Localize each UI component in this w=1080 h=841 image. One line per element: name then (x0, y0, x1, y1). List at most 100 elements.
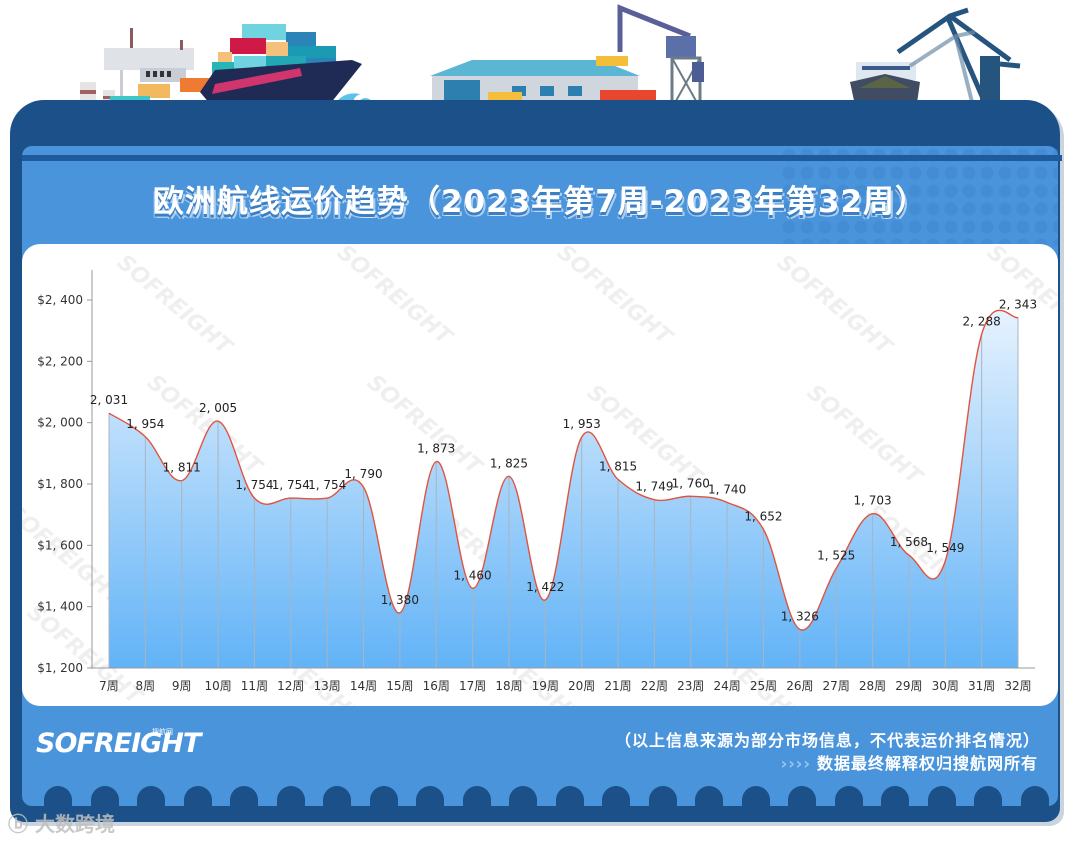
y-tick-label: $2, 200 (37, 354, 83, 368)
y-tick-label: $2, 000 (37, 416, 83, 430)
freight-rate-area-chart: SOFREIGHT SOFREIGHT SOFREIGHT SOFREIGHT SOFR… (22, 244, 1058, 706)
watermark: SOFREIGHT (332, 244, 458, 351)
chart-axes (87, 270, 1035, 669)
x-tick-label: 28周 (859, 679, 886, 693)
edge-bump (230, 786, 258, 808)
edge-bump (602, 786, 630, 808)
data-label: 1, 790 (344, 467, 382, 481)
data-label: 1, 815 (599, 459, 637, 473)
x-tick-label: 13周 (314, 679, 341, 693)
x-tick-label: 20周 (568, 679, 595, 693)
x-tick-label: 19周 (532, 679, 559, 693)
y-tick-label: $1, 200 (37, 661, 83, 675)
dot-pattern (780, 146, 1058, 246)
source-watermark: ⓑ 大数跨境 (8, 812, 115, 836)
edge-bump (369, 786, 398, 808)
edge-bump (834, 786, 863, 808)
data-label: 1, 568 (890, 535, 928, 549)
data-label: 1, 549 (926, 541, 964, 555)
x-tick-label: 7周 (99, 679, 119, 693)
port-crane-icon (896, 7, 1021, 111)
source-note: （以上信息来源为部分市场信息，不代表运价排名情况） (614, 731, 1040, 750)
edge-bump (323, 786, 351, 808)
edge-bump (555, 786, 584, 808)
sofreight-logo: SOFREIGHT (36, 728, 201, 759)
data-label: 2, 343 (999, 297, 1037, 311)
container-ship-icon (200, 24, 362, 104)
edge-bump (416, 786, 444, 808)
data-label: 1, 811 (163, 461, 201, 475)
chevrons-icon: ›››› (780, 754, 811, 773)
x-tick-label: 23周 (677, 679, 704, 693)
warehouse-icon (430, 56, 656, 106)
data-label: 1, 754 (308, 478, 346, 492)
data-label: 2, 031 (90, 393, 128, 407)
y-axis-labels: $1, 200 $1, 400 $1, 600 $1, 800 $2, 000 $2, 2… (37, 293, 83, 675)
x-tick-label: 9周 (172, 679, 192, 693)
watermark-text: 大数跨境 (34, 812, 115, 836)
data-label: 1, 873 (417, 442, 455, 456)
watermark: SOFREIGHT (112, 250, 238, 361)
edge-bump (183, 786, 212, 808)
data-label: 1, 380 (381, 593, 419, 607)
edge-bump (695, 786, 723, 808)
edge-bump (90, 786, 119, 808)
data-label: 1, 740 (708, 482, 746, 496)
edge-bump (927, 786, 956, 808)
x-tick-label: 27周 (823, 679, 850, 693)
edge-bump (974, 786, 1002, 808)
data-label: 2, 288 (963, 314, 1001, 328)
logo-text: SOFREIGHT (36, 728, 201, 759)
y-tick-label: $1, 800 (37, 477, 83, 491)
x-tick-label: 22周 (641, 679, 668, 693)
vertical-guide-lines (108, 317, 1019, 668)
data-label: 1, 326 (781, 609, 819, 623)
data-label: 1, 422 (526, 580, 564, 594)
header-stripe (22, 155, 1062, 161)
x-tick-label: 29周 (895, 679, 922, 693)
y-tick-label: $2, 400 (37, 293, 83, 307)
edge-bump (788, 786, 816, 808)
chart-title: 欧洲航线运价趋势（2023年第7周-2023年第32周） (152, 184, 928, 220)
edge-bump (44, 786, 72, 808)
edge-bump (741, 786, 770, 808)
edge-bump (462, 786, 491, 808)
edge-bump (276, 786, 305, 808)
edge-bump (137, 786, 165, 808)
data-label: 1, 460 (454, 568, 492, 582)
rights-note: ›››› 数据最终解释权归搜航网所有 (781, 750, 1038, 774)
x-tick-label: 21周 (604, 679, 631, 693)
x-tick-label: 8周 (136, 679, 156, 693)
x-tick-label: 16周 (423, 679, 450, 693)
watermark: SOFREIGHT (552, 244, 678, 351)
watermark: SOFREIGHT (362, 370, 488, 481)
x-tick-label: 15周 (386, 679, 413, 693)
x-tick-label: 18周 (495, 679, 522, 693)
edge-bump (509, 786, 537, 808)
data-label: 2, 005 (199, 401, 237, 415)
edge-bump (881, 786, 909, 808)
port-crane-shadow-icon (908, 30, 976, 111)
x-tick-label: 11周 (241, 679, 268, 693)
rights-text: 数据最终解释权归搜航网所有 (816, 754, 1038, 773)
y-tick-label: $1, 400 (37, 600, 83, 614)
x-tick-label: 10周 (204, 679, 231, 693)
x-tick-label: 24周 (713, 679, 740, 693)
x-tick-label: 12周 (277, 679, 304, 693)
data-label: 1, 525 (817, 548, 855, 562)
harbor-illustration (80, 4, 1021, 112)
x-axis-labels: 7周 8周 9周 10周 11周 12周 13周 14周 15周 16周 17周 18周 19周 20周 2… (99, 679, 1031, 693)
x-tick-label: 30周 (932, 679, 959, 693)
rate-line-path (108, 309, 1019, 631)
data-label: 1, 703 (853, 494, 891, 508)
data-label: 1, 652 (744, 509, 782, 523)
x-tick-label: 25周 (750, 679, 777, 693)
area-fill (109, 310, 1018, 668)
data-label: 1, 749 (635, 480, 673, 494)
data-label: 1, 953 (563, 417, 601, 431)
edge-bump (1020, 786, 1049, 808)
watermark: SOFREIGHT (802, 380, 928, 491)
x-tick-label: 26周 (786, 679, 813, 693)
x-tick-label: 31周 (968, 679, 995, 693)
